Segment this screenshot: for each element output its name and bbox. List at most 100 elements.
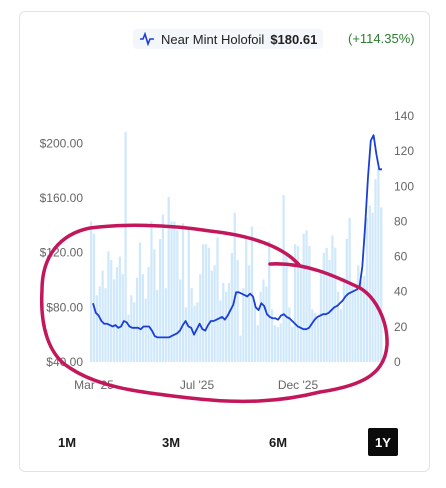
volume-bar [233, 212, 236, 362]
volume-bar [365, 217, 368, 362]
volume-bar [305, 230, 308, 362]
volume-bar [285, 253, 288, 362]
volume-bar [187, 228, 190, 362]
x-tick-label: Jul '25 [180, 378, 215, 392]
volume-bar [371, 212, 374, 362]
y-right-tick-label: 0 [394, 355, 401, 369]
volume-bar [153, 249, 156, 362]
volume-bar [156, 289, 159, 362]
volume-bar [130, 295, 133, 362]
hand-drawn-annotation-circle [39, 223, 389, 404]
volume-bar [337, 291, 340, 362]
volume-bar [199, 274, 202, 362]
range-3m-button[interactable]: 3M [161, 434, 181, 450]
line-chart-icon [139, 31, 155, 47]
volume-bar [368, 205, 371, 362]
y-left-tick-label: $160.00 [40, 191, 84, 205]
volume-bar [314, 312, 317, 362]
volume-bar [293, 244, 297, 362]
volume-bar [133, 302, 136, 362]
volume-bar [150, 221, 153, 362]
volume-bar [92, 233, 96, 362]
volume-bar [202, 244, 205, 362]
volume-bar [245, 239, 248, 362]
range-1m-button[interactable]: 1M [57, 434, 77, 450]
y-right-tick-label: 80 [394, 214, 408, 228]
volume-bar [204, 244, 208, 362]
volume-bar [219, 300, 222, 362]
y-right-tick-label: 20 [394, 320, 408, 334]
volume-bar [196, 302, 199, 362]
volume-bar [308, 246, 311, 362]
y-left-tick-label: $40.00 [46, 355, 83, 369]
y-right-tick-label: 40 [394, 285, 408, 299]
volume-bar [127, 314, 130, 362]
volume-bar [247, 265, 251, 362]
volume-bar [360, 281, 363, 362]
volume-bar [210, 270, 213, 362]
volume-bar [299, 265, 302, 362]
volume-bar [259, 291, 262, 362]
volume-bar [311, 309, 314, 362]
volume-bar [158, 239, 162, 362]
volume-bar [138, 242, 142, 362]
y-left-tick-label: $200.00 [40, 136, 84, 150]
x-axis-ticks: Mar '25 Jul '25 Dec '25 [74, 378, 318, 392]
volume-bar [348, 217, 351, 362]
volume-bar [135, 277, 139, 362]
volume-bar [262, 279, 265, 362]
volume-bar [239, 335, 242, 362]
volume-bar [176, 230, 179, 362]
volume-bar [141, 274, 144, 362]
volume-bar [222, 282, 225, 362]
volume-bar [342, 277, 346, 362]
volume-bar [302, 233, 305, 362]
y-right-tick-label: 100 [394, 179, 414, 193]
y-right-tick-label: 140 [394, 109, 414, 123]
volume-bar [161, 214, 165, 362]
volume-bar [98, 286, 101, 362]
volume-bar [112, 279, 116, 362]
volume-bar [242, 288, 245, 362]
y-right-tick-label: 120 [394, 144, 414, 158]
volume-bar [181, 223, 185, 362]
volume-bar [334, 247, 337, 362]
volume-bar [291, 326, 294, 362]
volume-bar [265, 286, 268, 362]
volume-bar [377, 168, 380, 362]
volume-bar [316, 318, 320, 362]
volume-bar [319, 270, 323, 362]
volume-bar [90, 221, 93, 362]
volume-bar [296, 246, 300, 362]
range-6m-button[interactable]: 6M [268, 434, 288, 450]
current-price: $180.61 [270, 31, 318, 47]
volume-bar [331, 235, 334, 362]
volume-bar [184, 307, 188, 362]
x-tick-label: Mar '25 [74, 378, 114, 392]
volume-bar [216, 237, 219, 362]
volume-bar [380, 207, 383, 362]
volume-bar [227, 282, 231, 362]
volume-bar [279, 323, 282, 362]
volume-bar [107, 251, 110, 362]
y-left-tick-label: $80.00 [46, 300, 83, 314]
range-1y-button[interactable]: 1Y [368, 428, 398, 456]
volume-bar [173, 221, 176, 362]
volume-bar [374, 179, 377, 362]
volume-bar [164, 288, 167, 362]
volume-bar [124, 131, 127, 362]
price-chart-card [19, 11, 430, 472]
volume-bar [121, 274, 124, 362]
volume-bar [115, 267, 119, 362]
x-tick-label: Dec '25 [278, 378, 319, 392]
volume-bar [110, 260, 113, 362]
volume-bar [268, 240, 271, 362]
volume-bar [357, 265, 360, 362]
volume-bar [147, 267, 150, 362]
volume-bar [104, 288, 107, 362]
y-axis-left-ticks: $40.00 $80.00 $120.00 $160.00 $200.00 [40, 136, 84, 369]
price-line-layer [92, 134, 382, 339]
volume-bar [253, 302, 256, 362]
y-left-tick-label: $120.00 [40, 246, 84, 260]
